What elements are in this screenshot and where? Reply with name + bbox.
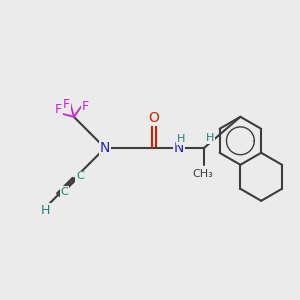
Text: CH₃: CH₃ — [193, 169, 213, 179]
Text: H: H — [206, 133, 214, 143]
Text: O: O — [148, 111, 159, 125]
Text: C: C — [76, 171, 84, 181]
Text: F: F — [55, 103, 62, 116]
Text: H: H — [41, 204, 50, 217]
Text: N: N — [174, 141, 184, 155]
Text: N: N — [100, 141, 110, 155]
Text: F: F — [63, 98, 70, 111]
Text: H: H — [177, 134, 185, 144]
Text: C: C — [61, 187, 68, 197]
Text: F: F — [82, 100, 88, 113]
